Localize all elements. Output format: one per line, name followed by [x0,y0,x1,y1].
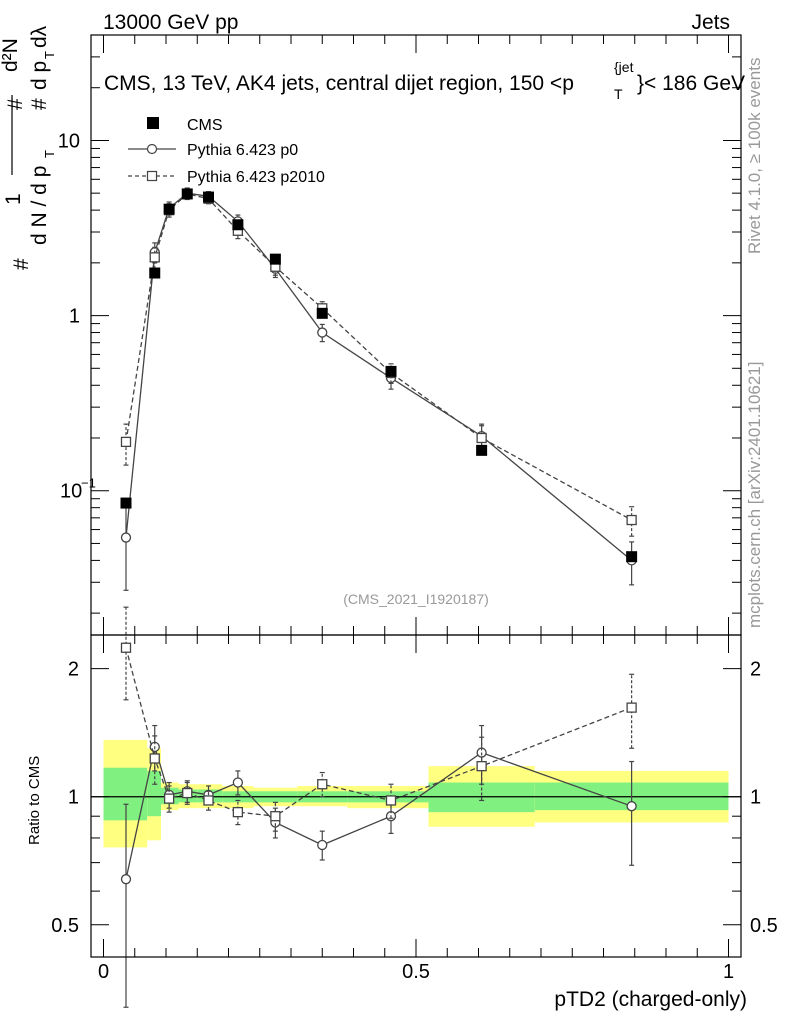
ylabel-dpt: d p [28,61,51,90]
chart-title: CMS, 13 TeV, AK4 jets, central dijet reg… [104,72,574,95]
ylabel-d2n: d²N [0,38,22,72]
title-superscript: {jet [614,59,634,75]
cms-data-point [203,191,214,203]
title-pre: CMS, 13 TeV, AK4 jets, central dijet reg… [104,72,574,95]
pythia-p2010-point [626,514,637,526]
legend-p0-label: Pythia 6.423 p0 [187,142,298,159]
cms-data-point [626,551,638,563]
ratio-ytick-label-left: 1 [68,787,79,809]
main-ytick-label: 10 [58,130,80,152]
main-ytick-label: 1 [69,306,80,328]
ratio-axis-ticks [91,635,741,957]
ratio-pythia-p2010-point [163,793,175,804]
ratio-pythia-p2010-point [232,806,244,818]
ratio-band-green [103,767,148,821]
pythia-p0-line [125,192,633,561]
ratio-pythia-p0-point [626,801,637,812]
title-subscript: T [614,86,623,102]
ylabel-hash-2: # [4,98,27,110]
pythia-p2010-point [120,436,132,448]
ylabel-t-sub-2: T [42,51,57,59]
pythia-p0-point [317,327,328,338]
ratio-uncertainty-bands [103,739,729,848]
ratio-panel: 0.5 0.5 1 1 2 2 0 0.5 1 Ratio to CMS pTD2 (charg… [26,606,778,1011]
ratio-pythia-p2010-point [203,795,214,806]
ylabel-dn-dpt: d N / d p [28,166,51,245]
ratio-pythia-p2010-point [317,779,328,790]
legend-p2010-marker [146,170,158,182]
ratio-pythia-p2010-point [385,795,397,806]
ratio-ytick-label-left: 0.5 [51,915,79,937]
ratio-y-label: Ratio to CMS [26,756,43,845]
pythia-p0-point [120,532,132,543]
ratio-pythia-p2010-point [626,702,637,713]
main-ytick-label: 10 [60,481,82,503]
ratio-frame [90,634,742,958]
energy-label: 13000 GeV pp [103,11,238,34]
pythia-p2010-line [125,193,632,521]
ratio-pythia-p2010-point [476,761,487,772]
category-label: Jets [691,11,730,34]
ylabel-hash-3: # [28,98,51,110]
cms-data-point [181,188,193,200]
main-series-group [120,187,638,591]
ratio-ytick-label-left: 2 [68,659,79,681]
ratio-series-group [120,606,637,1008]
legend-cms-label: CMS [187,117,223,134]
cms-data-point [269,253,281,265]
legend-p0-marker [146,143,158,155]
ratio-band-green [147,770,161,817]
ylabel-hash-1: # [10,258,33,270]
main-y-label: # 1 d N / d p T # d²N # d p T dλ [0,25,57,270]
ratio-pythia-p0-point [317,839,328,851]
ratio-pythia-p2010-point [270,811,281,822]
legend-p2010-label: Pythia 6.423 p2010 [187,169,325,186]
ratio-tick-labels: 0.5 0.5 1 1 2 2 0 0.5 1 [51,659,778,983]
ylabel-dlambda: dλ [28,25,51,48]
cms-data-point [163,203,175,215]
pythia-p2010-point [476,432,487,444]
ratio-pythia-p2010-line [125,647,632,817]
ratio-pythia-p2010-point [182,787,193,799]
cms-data-point [149,267,161,279]
pythia-p2010-point [149,252,160,263]
ratio-pythia-p0-point [232,777,244,788]
title-post: }< 186 GeV [637,72,745,95]
mcplots-label: mcplots.cern.ch [arXiv:2401.10621] [745,362,764,628]
ratio-ytick-label-right: 0.5 [750,915,778,937]
ratio-xtick-label: 1 [723,961,734,983]
ratio-pythia-p2010-point [149,753,160,764]
main-axis-ticks [91,34,741,635]
ratio-ytick-label-right: 1 [750,787,761,809]
cms-data-point [316,307,328,319]
ratio-pythia-p0-point [120,874,132,885]
legend: CMS Pythia 6.423 p0 Pythia 6.423 p2010 [128,117,325,186]
analysis-watermark: (CMS_2021_I1920187) [343,591,489,607]
cms-data-point [120,497,132,509]
rivet-version-label: Rivet 4.1.0, ≥ 100k events [745,58,764,254]
ylabel-t-sub: T [42,150,57,158]
cms-data-point [476,444,488,456]
cms-data-point [385,365,397,377]
ratio-xtick-label: 0 [98,961,109,983]
ratio-xtick-label: 0.5 [402,961,430,983]
legend-cms-marker [147,117,159,129]
ylabel-one: 1 [2,193,25,205]
cms-data-point [232,219,244,231]
main-ytick-exponent: −1 [81,476,96,491]
ratio-pythia-p2010-point [120,642,132,653]
ratio-ytick-label-right: 2 [750,659,761,681]
x-axis-label: pTD2 (charged-only) [554,988,747,1011]
